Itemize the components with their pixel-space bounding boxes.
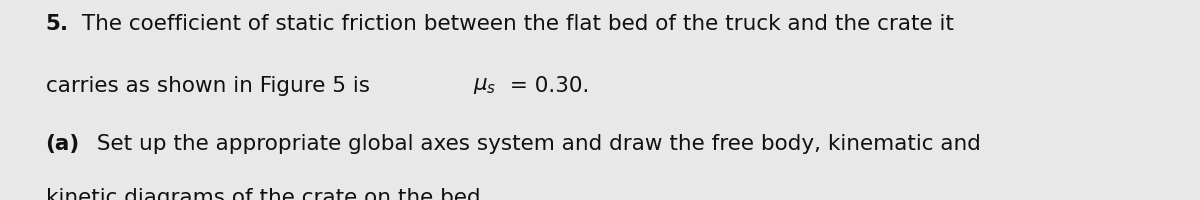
Text: (a): (a) [46, 134, 80, 154]
Text: carries as shown in Figure 5 is: carries as shown in Figure 5 is [46, 76, 377, 96]
Text: The coefficient of static friction between the flat bed of the truck and the cra: The coefficient of static friction betwe… [76, 14, 954, 34]
Text: Set up the appropriate global axes system and draw the free body, kinematic and: Set up the appropriate global axes syste… [90, 134, 980, 154]
Text: $\mu_s$: $\mu_s$ [473, 76, 496, 96]
Text: = 0.30.: = 0.30. [503, 76, 589, 96]
Text: kinetic diagrams of the crate on the bed.: kinetic diagrams of the crate on the bed… [46, 188, 487, 200]
Text: 5.: 5. [46, 14, 68, 34]
